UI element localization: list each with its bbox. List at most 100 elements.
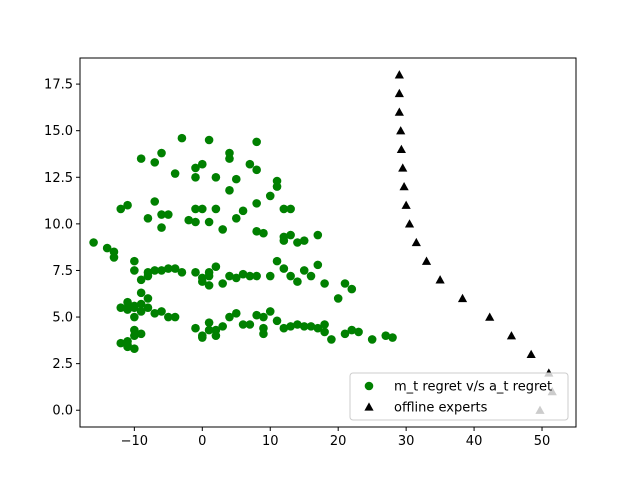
data-point (157, 148, 166, 158)
data-point-triangle (401, 200, 411, 209)
plot-area (89, 70, 557, 414)
data-point-triangle (396, 126, 406, 135)
data-point (347, 284, 357, 294)
x-tick-label: 10 (262, 434, 279, 449)
data-point (198, 204, 207, 214)
data-point (170, 169, 180, 178)
data-point (218, 322, 227, 331)
data-point (204, 325, 214, 335)
legend-marker-circle (364, 381, 374, 391)
data-point (279, 323, 289, 333)
data-point (198, 159, 207, 169)
data-point (164, 264, 173, 273)
data-point (313, 323, 323, 333)
data-point (143, 294, 153, 303)
data-point (204, 281, 214, 290)
data-point (136, 288, 146, 298)
y-tick-label: 17.5 (44, 78, 73, 93)
axes: −10 0 10 20 30 40 50 0.0 2.5 5.0 7.5 10.0 12.5 15.0 17… (44, 57, 577, 449)
data-point (130, 325, 139, 335)
data-point (265, 307, 275, 316)
series-offline-experts (394, 70, 557, 414)
data-point (259, 312, 268, 322)
data-point-triangle (404, 219, 415, 228)
data-point (231, 309, 241, 318)
data-point (211, 172, 221, 182)
data-point (157, 210, 166, 219)
data-point (279, 236, 289, 245)
data-point (211, 204, 221, 214)
data-point (109, 253, 119, 262)
data-point (143, 271, 153, 281)
data-point (89, 238, 98, 247)
data-point (130, 344, 139, 354)
data-point-triangle (457, 293, 468, 303)
data-point (150, 266, 160, 275)
data-point (252, 227, 261, 236)
data-point (306, 271, 316, 281)
data-point-triangle (396, 144, 406, 153)
data-point (245, 271, 255, 281)
data-point (157, 266, 166, 275)
data-point (143, 303, 153, 313)
data-point (116, 303, 126, 313)
data-point (164, 210, 173, 219)
data-point (136, 275, 146, 285)
data-point (102, 243, 112, 253)
data-point-triangle (399, 181, 409, 191)
series-m-t-regret (89, 133, 397, 354)
data-point-triangle (398, 163, 408, 172)
data-point (252, 199, 261, 208)
data-point (286, 322, 295, 331)
legend-label: offline experts (394, 401, 488, 416)
data-point-triangle (411, 237, 421, 247)
data-point-triangle (435, 275, 445, 284)
data-point (130, 256, 139, 266)
data-point (272, 256, 282, 266)
data-point (320, 279, 329, 288)
data-point (225, 312, 234, 322)
data-point (123, 342, 132, 352)
data-point (306, 322, 316, 331)
x-tick-label: −10 (121, 434, 148, 449)
data-point (191, 323, 200, 333)
x-tick-label: 40 (466, 434, 483, 449)
data-point (299, 266, 309, 275)
data-point (170, 312, 180, 322)
x-tick-label: 30 (398, 434, 415, 449)
data-point (123, 200, 132, 210)
data-point (245, 320, 255, 329)
data-point (136, 307, 146, 316)
data-point (388, 333, 397, 342)
data-point (231, 213, 241, 223)
data-point (191, 268, 200, 277)
data-point (211, 262, 221, 272)
data-point (170, 264, 180, 273)
data-point (130, 312, 139, 322)
y-tick-label: 2.5 (52, 357, 73, 372)
data-point (164, 312, 173, 322)
data-point (340, 279, 350, 288)
data-point (252, 310, 261, 320)
data-point (238, 269, 248, 279)
data-point (136, 299, 146, 309)
data-point (116, 204, 126, 214)
data-point (272, 182, 282, 191)
data-point (265, 191, 275, 201)
data-point (245, 159, 255, 169)
legend-box (349, 372, 569, 421)
data-point (231, 273, 241, 283)
data-point (299, 322, 309, 331)
data-point (286, 271, 295, 281)
data-point (150, 158, 160, 167)
data-point (272, 316, 282, 326)
data-point (252, 137, 261, 147)
y-tick-label: 7.5 (52, 264, 73, 279)
data-point (381, 331, 391, 340)
data-point (204, 318, 214, 327)
data-point-triangle (526, 349, 536, 358)
data-point (157, 307, 166, 316)
y-tick-label: 0.0 (52, 404, 73, 419)
data-point (191, 163, 200, 173)
axes-frame (79, 57, 577, 428)
